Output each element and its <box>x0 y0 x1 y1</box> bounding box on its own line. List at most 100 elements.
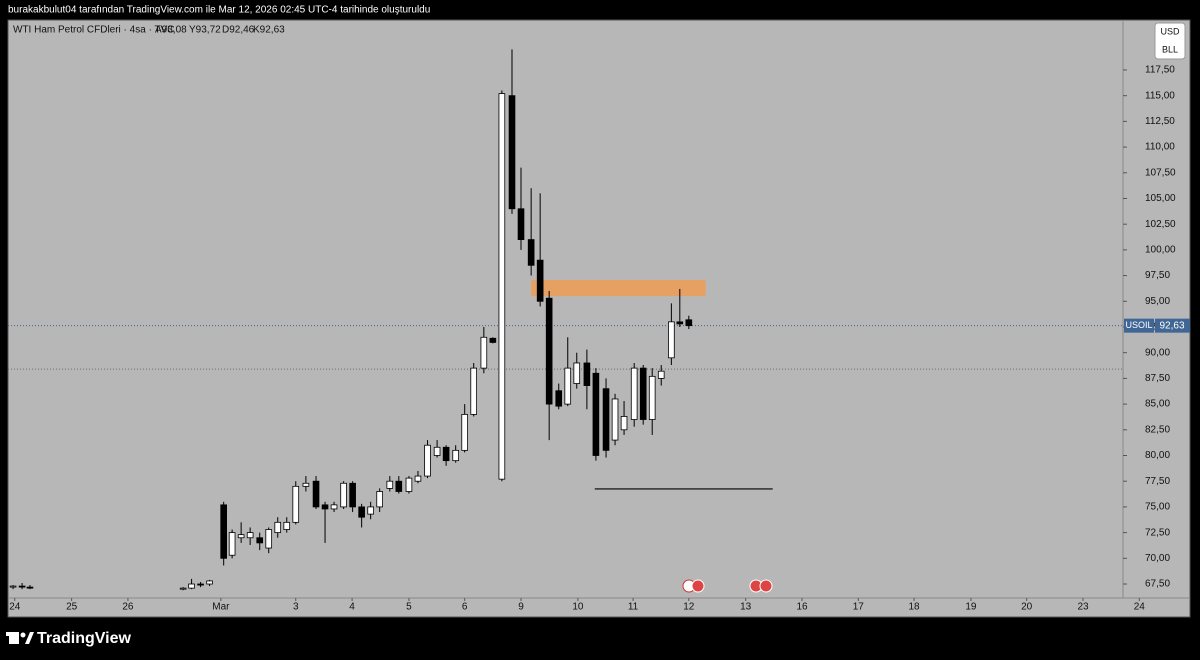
y-tick-label: 80,00 <box>1145 450 1170 461</box>
candle-body <box>376 491 383 508</box>
x-tick-label: Mar <box>212 602 230 613</box>
candle-body <box>668 321 675 359</box>
candle-body <box>489 337 497 343</box>
y-tick-label: 110,00 <box>1145 142 1175 153</box>
candle-body <box>265 529 273 549</box>
x-tick-label: 13 <box>740 602 752 613</box>
candle-body <box>639 367 647 420</box>
candle-body <box>508 95 516 210</box>
candle-body <box>237 534 245 539</box>
candle-body <box>395 480 403 492</box>
x-tick-label: 11 <box>628 602 639 613</box>
candle-body <box>197 583 204 586</box>
x-tick-label: 9 <box>518 602 524 613</box>
price-tag <box>1155 318 1190 333</box>
x-tick-label: 18 <box>909 602 921 613</box>
candle-body <box>274 521 282 534</box>
x-tick-label: 12 <box>683 602 695 613</box>
y-tick-label: 90,00 <box>1145 347 1170 358</box>
x-tick-label: 25 <box>66 602 78 613</box>
candle-body <box>386 480 394 489</box>
y-tick-label: 105,00 <box>1145 193 1176 204</box>
brand-name: TradingView <box>37 630 132 647</box>
y-tick-label: 87,50 <box>1145 373 1170 384</box>
x-tick-label: 24 <box>9 602 21 613</box>
candle-body <box>179 587 187 590</box>
y-tick-label: 72,50 <box>1145 527 1170 538</box>
y-tick-label: 77,50 <box>1145 476 1170 487</box>
x-tick-label: 23 <box>1077 602 1089 613</box>
event-flag <box>691 579 705 593</box>
candle-body <box>461 413 469 451</box>
candle-body <box>405 477 413 492</box>
x-tick-label: 5 <box>406 602 412 613</box>
candle-body <box>220 504 227 559</box>
legend-high: Y93,72 <box>189 25 221 36</box>
logo-part <box>6 632 19 636</box>
y-tick-label: 115,00 <box>1145 90 1175 101</box>
candle-body <box>358 506 365 518</box>
candle-body <box>228 532 236 556</box>
y-tick-label: 82,50 <box>1145 424 1170 435</box>
price-tag-label: 92,63 <box>1159 320 1184 331</box>
legend-low: D92,46 <box>222 25 255 36</box>
candle-body <box>9 585 17 588</box>
candle-body <box>367 506 374 515</box>
x-tick-label: 4 <box>349 602 355 613</box>
candle-body <box>340 482 347 508</box>
event-icon[interactable] <box>682 579 705 593</box>
candle-body <box>545 297 553 405</box>
candle-body <box>527 239 535 266</box>
candle-body <box>648 375 656 420</box>
candle-body <box>583 362 591 386</box>
legend-open: A93,08 <box>155 25 187 36</box>
logo-part <box>25 632 34 644</box>
currency-box[interactable] <box>1154 22 1186 60</box>
legend-close: K92,63 <box>253 25 285 36</box>
y-tick-label: 85,00 <box>1145 399 1170 410</box>
candle-body <box>620 416 628 431</box>
candle-body <box>424 444 431 477</box>
candle-body <box>292 485 300 523</box>
candle-body <box>536 259 544 302</box>
candle-body <box>685 319 693 327</box>
legend-symbol: WTI Ham Petrol CFDleri · 4sa · TVC <box>13 25 175 36</box>
y-tick-label: 107,50 <box>1145 167 1176 178</box>
candle-body <box>349 482 356 508</box>
x-tick-label: 19 <box>965 602 977 613</box>
candle-body <box>18 585 26 588</box>
logo-part <box>9 632 19 644</box>
y-tick-label: 70,00 <box>1145 553 1170 564</box>
y-tick-label: 117,50 <box>1145 65 1175 76</box>
candle-body <box>26 586 34 589</box>
candle-body <box>312 480 320 508</box>
candle-body <box>657 370 665 379</box>
y-tick-label: 95,00 <box>1145 296 1170 307</box>
logo-part <box>20 632 26 638</box>
x-tick-label: 26 <box>122 602 134 613</box>
currency-label: USD <box>1160 26 1180 36</box>
candle-body <box>470 367 478 415</box>
candle-body <box>498 93 506 480</box>
y-tick-label: 67,50 <box>1145 579 1170 590</box>
candle-body <box>630 367 638 420</box>
candle-body <box>442 446 450 462</box>
event-icon[interactable] <box>749 579 773 593</box>
x-tick-label: 6 <box>462 602 468 613</box>
candle-body <box>206 580 213 585</box>
symbol-tag <box>1124 318 1154 333</box>
candle-body <box>573 362 581 384</box>
x-tick-label: 3 <box>293 602 299 613</box>
candle-body <box>555 390 563 407</box>
candle-body <box>602 388 610 451</box>
candle-body <box>188 583 195 589</box>
x-tick-label: 10 <box>572 602 584 613</box>
event-flag <box>759 579 773 593</box>
candle-body <box>676 321 684 325</box>
y-tick-label: 102,50 <box>1145 219 1176 230</box>
x-tick-label: 24 <box>1134 602 1146 613</box>
supply-zone <box>531 280 706 297</box>
candle-body <box>611 398 619 441</box>
plot-area <box>8 49 1123 591</box>
candle-body <box>452 449 459 462</box>
